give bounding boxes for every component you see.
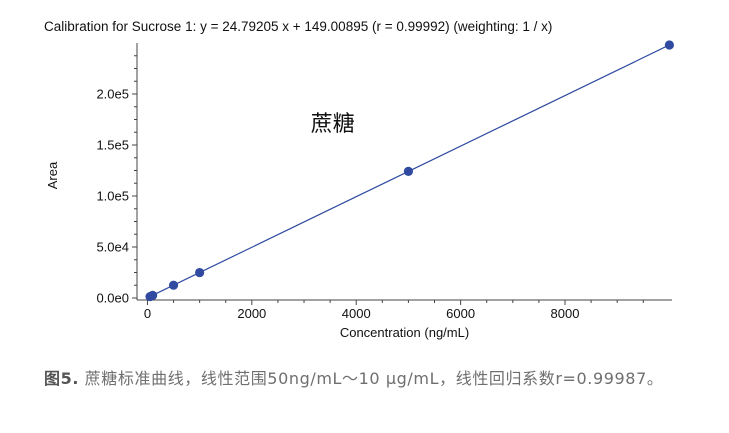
figure-label: 图5. [44,369,80,388]
x-axis-label: Concentration (ng/mL) [340,325,469,340]
y-tick-label: 2.0e5 [96,87,129,102]
y-tick-label: 1.5e5 [96,138,129,153]
x-tick-label: 4000 [342,306,371,321]
y-tick-label: 1.0e5 [96,189,129,204]
x-tick-label: 0 [144,306,151,321]
y-tick-label: 0.0e0 [96,291,129,306]
x-tick-label: 2000 [237,306,266,321]
data-point [168,280,179,290]
figure-caption: 图5. 蔗糖标准曲线，线性范围50ng/mL～10 μg/mL，线性回归系数r=… [44,366,714,391]
x-tick-label: 6000 [446,306,475,321]
y-tick-label: 5.0e4 [96,240,129,255]
data-point [148,290,158,300]
data-point [195,267,205,278]
calibration-chart: 0.0e0 5.0e4 1.0e5 1.5e5 2.0e5 0 2000 4000 6000 80… [45,40,674,340]
chart-annotation: 蔗糖 [311,112,355,137]
data-point [403,166,414,177]
data-point [664,40,674,50]
caption-text: 蔗糖标准曲线，线性范围50ng/mL～10 μg/mL，线性回归系数r=0.99… [79,369,664,388]
y-axis-label: Area [45,161,60,189]
chart-title: Calibration for Sucrose 1: y = 24.79205 … [44,19,553,34]
x-tick-label: 8000 [551,306,580,321]
